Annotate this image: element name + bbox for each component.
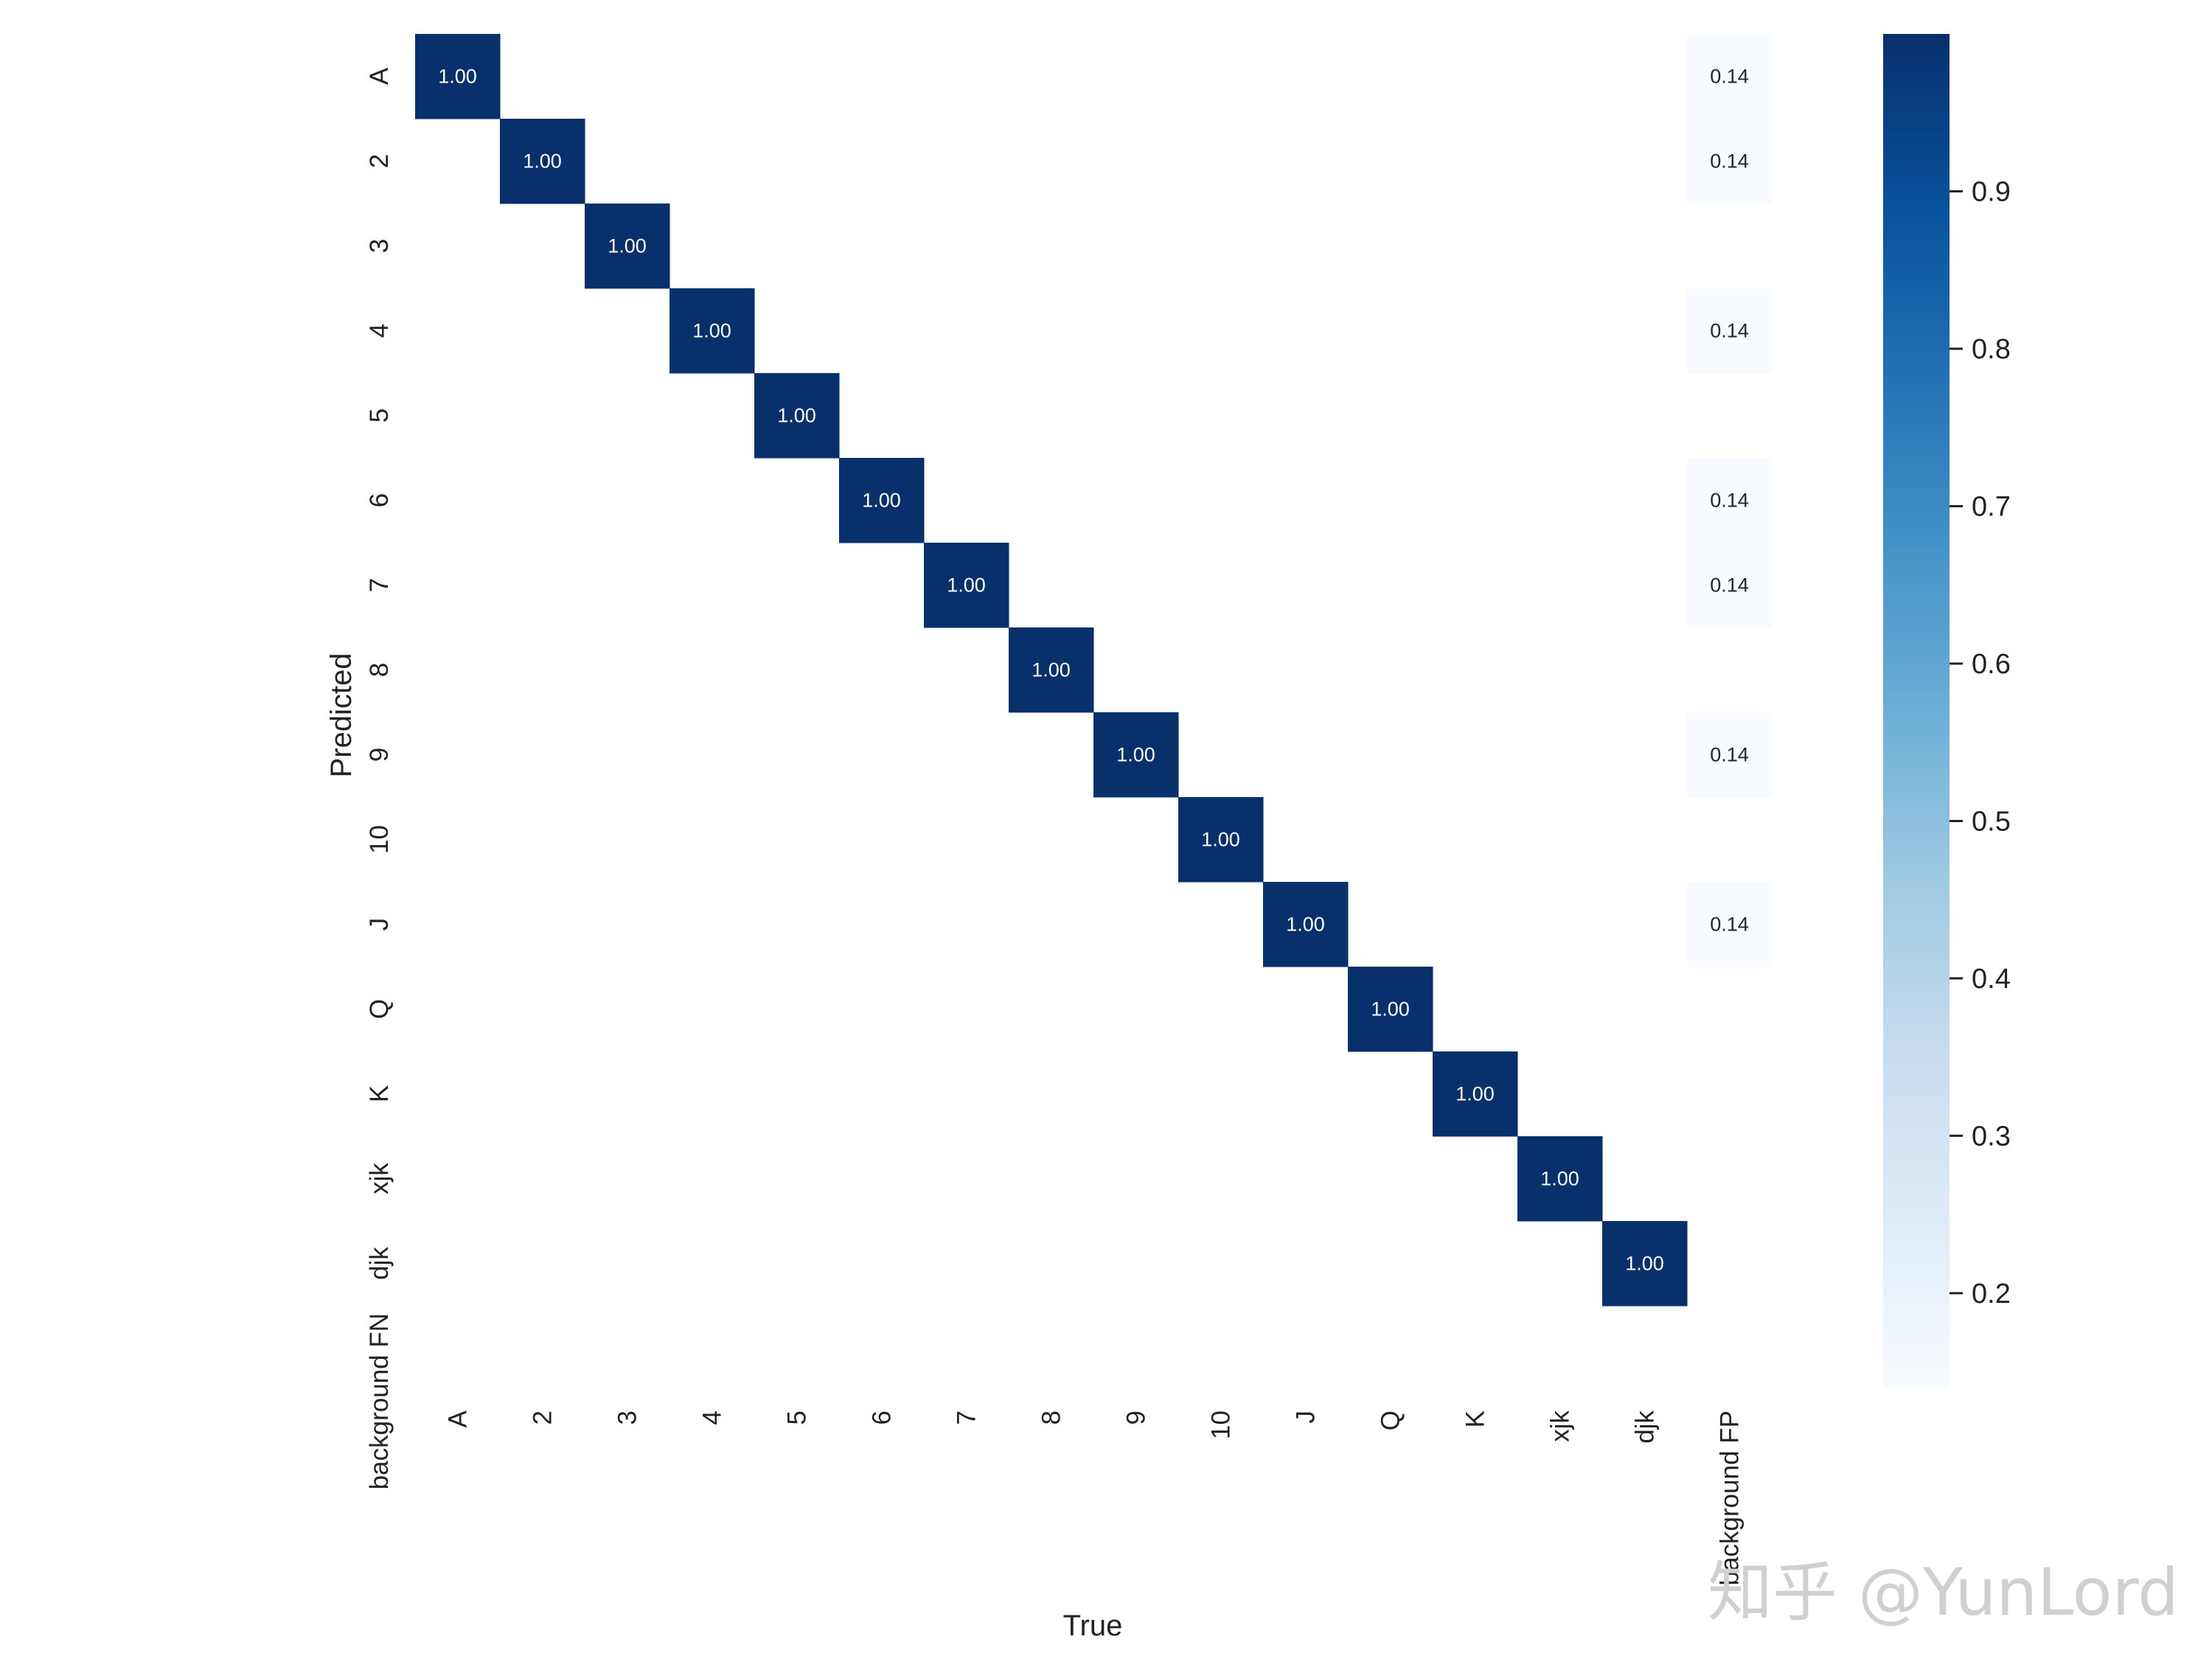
cell-value-label: 0.14 — [1710, 150, 1749, 173]
cell-value-label: 0.14 — [1710, 914, 1749, 936]
x-tick-label: 6 — [868, 1411, 897, 1425]
colorbar — [1883, 34, 1950, 1388]
watermark-text: 知乎 @YunLord — [1708, 1554, 2179, 1630]
y-axis-label: Predicted — [325, 653, 358, 778]
heatmap-cells — [415, 34, 1773, 1307]
x-tick-label: 4 — [698, 1411, 727, 1425]
cell-value-label: 0.14 — [1710, 320, 1749, 342]
x-tick-label: J — [1292, 1411, 1321, 1424]
heatmap-cell — [1687, 458, 1773, 543]
x-tick-label: 2 — [529, 1411, 557, 1425]
x-tick-label: Q — [1377, 1411, 1405, 1430]
y-tick-label: 3 — [365, 239, 394, 253]
y-tick-label: background FN — [365, 1313, 394, 1489]
colorbar-tick-label: 0.2 — [1972, 1279, 2011, 1310]
y-tick-label: 5 — [365, 408, 394, 422]
heatmap-cell — [1263, 882, 1349, 967]
x-tick-label: background FP — [1716, 1411, 1745, 1585]
x-axis-label: True — [1063, 1610, 1123, 1642]
colorbar-tick-label: 0.4 — [1972, 964, 2011, 995]
cell-value-label: 1.00 — [1032, 659, 1071, 681]
heatmap-cell — [1602, 1221, 1688, 1307]
y-tick-label: xjk — [365, 1163, 394, 1194]
y-tick-label: 2 — [365, 154, 394, 168]
x-tick-label: 10 — [1207, 1411, 1236, 1439]
x-tick-label: djk — [1631, 1411, 1660, 1444]
cell-value-label: 0.14 — [1710, 66, 1749, 88]
cell-value-label: 0.14 — [1710, 744, 1749, 766]
colorbar-tick-label: 0.7 — [1972, 491, 2011, 522]
heatmap-cell — [924, 543, 1009, 628]
heatmap-cell — [1687, 712, 1773, 798]
y-tick-label: 10 — [365, 825, 394, 854]
colorbar-tick-label: 0.6 — [1972, 649, 2011, 680]
y-tick-label: 6 — [365, 493, 394, 507]
y-tick-label: 9 — [365, 748, 394, 762]
heatmap-cell — [1093, 712, 1179, 798]
cell-value-label: 1.00 — [1371, 998, 1410, 1020]
heatmap-cell — [1687, 288, 1773, 374]
cell-value-label: 1.00 — [523, 150, 562, 173]
heatmap-cell — [669, 288, 755, 374]
heatmap-cell — [1517, 1136, 1603, 1222]
colorbar-tick-label: 0.9 — [1972, 176, 2011, 207]
cell-value-label: 1.00 — [692, 320, 731, 342]
y-tick-label: K — [365, 1085, 394, 1102]
heatmap-cell — [1687, 34, 1773, 119]
y-tick-label: djk — [365, 1247, 394, 1280]
x-tick-label: 5 — [783, 1411, 812, 1425]
heatmap-cell-labels: 1.00 0.14 1.00 0.14 1.00 1.00 0.14 1.00 1.00 0.14… — [438, 66, 1749, 1275]
x-tick-label: A — [444, 1410, 473, 1427]
colorbar-tick-label: 0.8 — [1972, 334, 2011, 365]
x-tick-label: 9 — [1122, 1411, 1151, 1425]
heatmap-cell — [754, 373, 840, 459]
cell-value-label: 1.00 — [1455, 1083, 1495, 1105]
heatmap-cell — [1178, 797, 1264, 883]
colorbar-ticks: 0.2 0.3 0.4 0.5 0.6 0.7 0.8 0.9 — [1950, 176, 2011, 1310]
colorbar-tick-label: 0.3 — [1972, 1121, 2011, 1152]
y-tick-label: Q — [365, 999, 394, 1019]
y-tick-label: 7 — [365, 578, 394, 592]
cell-value-label: 1.00 — [1201, 829, 1240, 851]
cell-value-label: 0.14 — [1710, 574, 1749, 597]
y-tick-label: A — [365, 67, 394, 85]
cell-value-label: 0.14 — [1710, 490, 1749, 512]
cell-value-label: 1.00 — [947, 574, 986, 597]
heatmap-cell — [1348, 967, 1433, 1052]
heatmap-cell — [1687, 119, 1773, 204]
y-tick-label: 8 — [365, 663, 394, 677]
heatmap-cell — [839, 458, 925, 543]
x-tick-label: 7 — [953, 1411, 981, 1425]
heatmap-cell — [1687, 882, 1773, 967]
cell-value-label: 1.00 — [862, 490, 901, 512]
colorbar-tick-label: 0.5 — [1972, 806, 2011, 837]
cell-value-label: 1.00 — [1286, 914, 1325, 936]
cell-value-label: 1.00 — [1625, 1253, 1664, 1275]
heatmap-cell — [1687, 543, 1773, 628]
x-tick-label: 8 — [1037, 1411, 1066, 1425]
heatmap-cell — [1433, 1051, 1518, 1137]
cell-value-label: 1.00 — [438, 66, 477, 88]
x-tick-label: K — [1461, 1411, 1490, 1427]
cell-value-label: 1.00 — [1540, 1168, 1579, 1190]
x-tick-label: 3 — [613, 1411, 642, 1425]
x-tick-label: xjk — [1546, 1411, 1575, 1442]
heatmap-cell — [500, 119, 585, 204]
heatmap-cell — [585, 204, 670, 289]
heatmap-cell — [1009, 627, 1094, 713]
y-tick-label: 4 — [365, 324, 394, 338]
cell-value-label: 1.00 — [777, 405, 816, 427]
cell-value-label: 1.00 — [1116, 744, 1155, 766]
y-tick-label: J — [365, 918, 394, 931]
heatmap-cell — [415, 34, 501, 119]
cell-value-label: 1.00 — [608, 235, 647, 257]
